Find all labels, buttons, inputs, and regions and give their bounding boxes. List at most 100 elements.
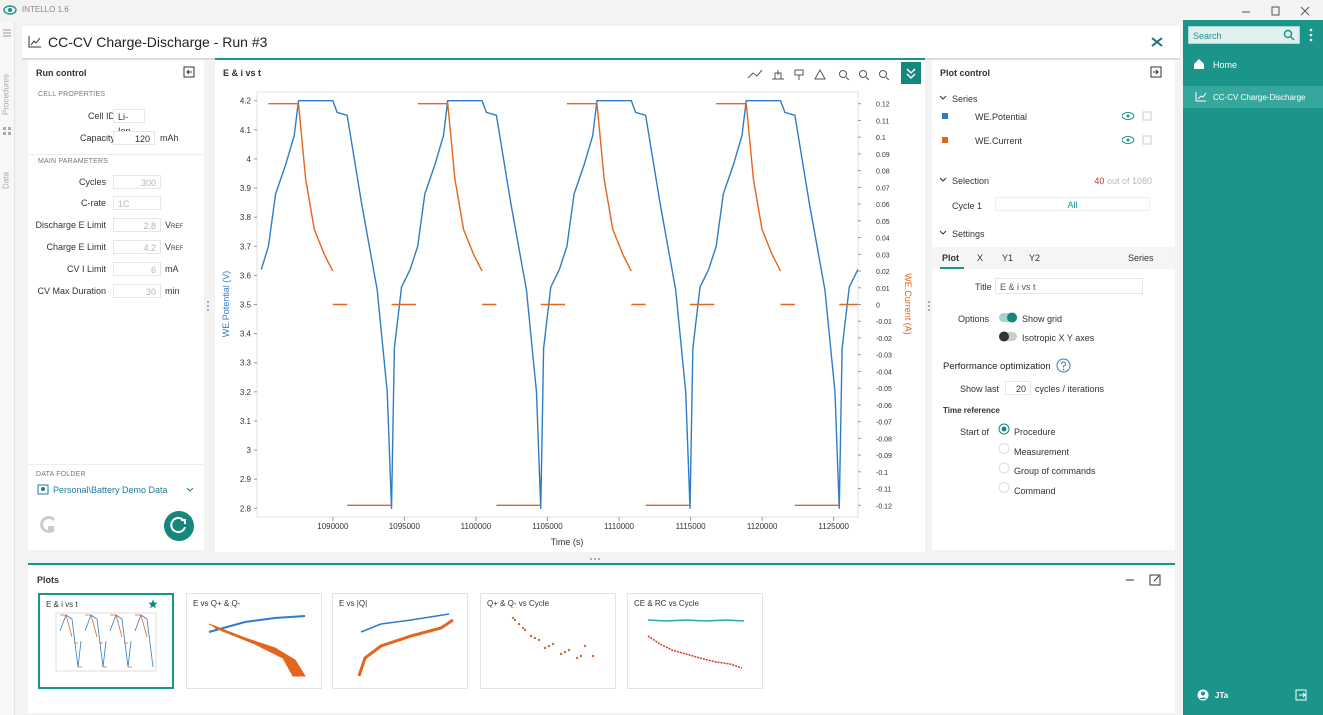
logout-icon[interactable]	[1295, 689, 1307, 701]
radio-label[interactable]: Command	[1014, 486, 1056, 496]
series-swatch	[942, 137, 948, 143]
field-value: 120	[134, 134, 150, 144]
radio-label[interactable]: Measurement	[1014, 447, 1070, 457]
more-icon[interactable]	[1308, 28, 1314, 42]
grid-icon[interactable]	[2, 126, 12, 136]
folder-icon	[37, 484, 49, 495]
tab[interactable]: X	[977, 253, 984, 263]
tool-icon[interactable]	[859, 70, 867, 78]
text-input[interactable]: Li-Ion	[113, 109, 145, 136]
chart-panel: E & i vs t WE.Potential (V) WE.Current (…	[207, 58, 930, 552]
y-tick-label: 2.8	[240, 504, 252, 513]
plot-thumbnail[interactable]: E vs Q+ & Q-	[186, 593, 322, 689]
panel-controls[interactable]	[1124, 573, 1164, 587]
tool-icon[interactable]	[794, 69, 804, 80]
y2-tick-label: 0.09	[876, 152, 890, 159]
restore-icon[interactable]	[38, 513, 58, 535]
user-name: JTa	[1215, 691, 1229, 700]
collapse-icon[interactable]	[183, 66, 195, 78]
tab[interactable]: Series	[1128, 253, 1154, 263]
chevron[interactable]	[939, 95, 947, 101]
number-input[interactable]: 2.8	[113, 218, 161, 232]
x-tick-label: 1100000	[461, 522, 492, 531]
number-input[interactable]: 6	[113, 262, 161, 276]
dropdown-chevron[interactable]	[186, 487, 194, 493]
toggles[interactable]	[998, 311, 1020, 343]
section-heading: Selection	[952, 176, 990, 186]
splitter-handle[interactable]	[588, 557, 602, 561]
search-box[interactable]: Search	[1188, 26, 1300, 44]
divider	[28, 154, 204, 155]
number-input[interactable]: 4.2	[113, 240, 161, 254]
y2-tick-label: -0.1	[876, 470, 888, 477]
show-last-value: 20	[1015, 384, 1026, 394]
plot-thumbnail[interactable]: E & i vs t	[38, 593, 174, 689]
section-heading: Performance optimization	[943, 361, 1051, 372]
tab[interactable]: Y1	[1002, 253, 1014, 263]
folder-path[interactable]: Personal\Battery Demo Data	[53, 485, 168, 495]
user-icon[interactable]	[1197, 689, 1209, 701]
plot-thumbnail[interactable]: CE & RC vs Cycle	[627, 593, 763, 689]
panel-title: Plot control	[940, 68, 990, 78]
splitter-handle[interactable]	[927, 300, 931, 312]
y2-tick-label: -0.04	[876, 369, 892, 376]
title-value: E & i vs t	[1000, 282, 1036, 292]
x-tick-label: 1090000	[317, 522, 349, 531]
y-tick-label: 4.1	[240, 126, 252, 135]
show-last-input[interactable]: 20	[1005, 381, 1031, 395]
y2-tick-label: 0.05	[876, 219, 890, 226]
cycle-value: All	[1067, 200, 1078, 210]
tool-icon[interactable]	[747, 69, 763, 79]
search-placeholder: Search	[1193, 31, 1222, 41]
tool-icon[interactable]	[772, 70, 784, 80]
app-title: INTELLO 1.6	[22, 5, 69, 14]
nav-item[interactable]: CC-CV Charge-Discharge	[1213, 93, 1306, 102]
series-icons[interactable]	[1122, 110, 1158, 150]
y2-tick-label: 0.11	[876, 118, 889, 125]
radio-group[interactable]	[998, 423, 1010, 495]
nav-item[interactable]: Home	[1213, 60, 1238, 70]
header: CC-CV Charge-Discharge - Run #3	[22, 26, 1180, 60]
field-unit: min	[165, 286, 180, 296]
thumbnail-title: CE & RC vs Cycle	[634, 599, 699, 608]
radio-label[interactable]: Procedure	[1014, 427, 1056, 437]
tab[interactable]: Plot	[942, 253, 959, 263]
tool-icon[interactable]	[814, 68, 826, 80]
nav-item-selected[interactable]	[1183, 86, 1323, 108]
title-input[interactable]: E & i vs t	[995, 278, 1143, 294]
tool-icon[interactable]	[839, 70, 847, 78]
collapse-icon[interactable]	[1150, 66, 1162, 78]
number-input[interactable]: 300	[113, 175, 161, 189]
tool-icon[interactable]	[879, 70, 887, 78]
text-input[interactable]: 1C	[113, 196, 161, 210]
field-value: 1C	[118, 199, 130, 209]
menu-icon[interactable]	[2, 28, 12, 38]
chevron[interactable]	[939, 230, 947, 236]
tab[interactable]: Y2	[1029, 253, 1041, 263]
cycle-select[interactable]: All	[995, 197, 1150, 211]
plot-thumbnail[interactable]: Q+ & Q- vs Cycle	[480, 593, 616, 689]
selection-count: 40 out of 1080	[1094, 176, 1152, 186]
splitter-handle[interactable]	[206, 300, 210, 312]
procedures-tab[interactable]: Procedures	[1, 74, 11, 115]
number-input[interactable]: 120	[113, 131, 155, 145]
y2-tick-label: 0.03	[876, 252, 890, 259]
chevron[interactable]	[939, 177, 947, 183]
star-icon[interactable]	[148, 599, 158, 609]
y2-tick-label: 0.04	[876, 236, 890, 243]
window-controls[interactable]	[1238, 4, 1318, 18]
thumbnail-chart	[55, 612, 157, 672]
search-icon[interactable]	[1283, 29, 1295, 41]
x-tick-label: 1115000	[676, 522, 707, 531]
radio-label[interactable]: Group of commands	[1014, 466, 1096, 476]
export-icon[interactable]	[1150, 36, 1164, 48]
field-value: 30	[145, 287, 156, 297]
right-nav: Search Home CC-CV Charge-Discharge JTa	[1183, 20, 1323, 715]
plot-thumbnail[interactable]: E vs |Q|	[332, 593, 468, 689]
number-input[interactable]: 30	[113, 284, 161, 298]
help-icon[interactable]	[1056, 358, 1071, 373]
y2-tick-label: -0.07	[876, 420, 892, 427]
show-last-suffix: cycles / iterations	[1035, 384, 1105, 394]
run-button[interactable]	[163, 510, 195, 542]
field-value: 300	[140, 178, 156, 188]
